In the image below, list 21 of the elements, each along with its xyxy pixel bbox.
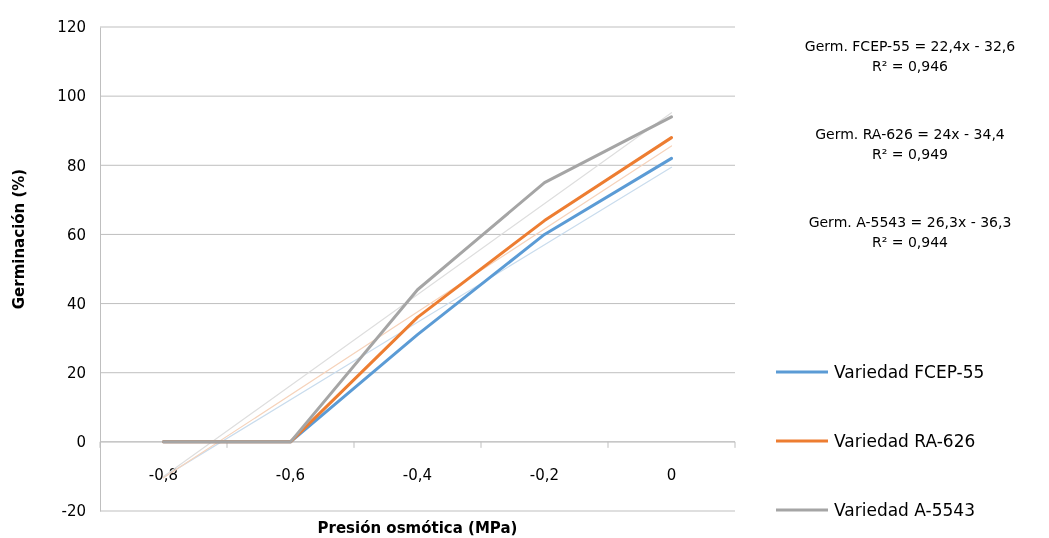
legend-label: Variedad RA-626 [834, 431, 976, 451]
y-tick-label: -20 [61, 502, 86, 521]
x-tick-label: 0 [666, 465, 677, 484]
text: Germ. RA-626 = 24x - 34,4 R² = 0,949 [815, 126, 1005, 162]
x-tick-label: -0,2 [529, 465, 560, 484]
x-axis-title: Presión osmótica (MPa) [317, 519, 518, 537]
y-tick-label: 80 [66, 156, 86, 175]
x-tick-label: -0,6 [275, 465, 306, 484]
y-axis-title: Germinación (%) [10, 168, 28, 310]
y-tick-label: 120 [57, 18, 86, 37]
y-tick-label: 100 [57, 87, 86, 106]
y-tick-label: 40 [66, 294, 86, 313]
y-tick-label: 20 [66, 364, 86, 383]
text: Germ. A-5543 = 26,3x - 36,3 R² = 0,944 [808, 214, 1012, 250]
y-tick-label: 0 [76, 433, 86, 452]
legend-label: Variedad A-5543 [834, 500, 975, 520]
text: Germ. FCEP-55 = 22,4x - 32,6 R² = 0,946 [804, 38, 1016, 74]
x-tick-label: -0,4 [402, 465, 433, 484]
y-tick-label: 60 [66, 225, 86, 244]
legend-label: Variedad FCEP-55 [834, 362, 985, 382]
x-tick-label: -0,8 [148, 465, 179, 484]
